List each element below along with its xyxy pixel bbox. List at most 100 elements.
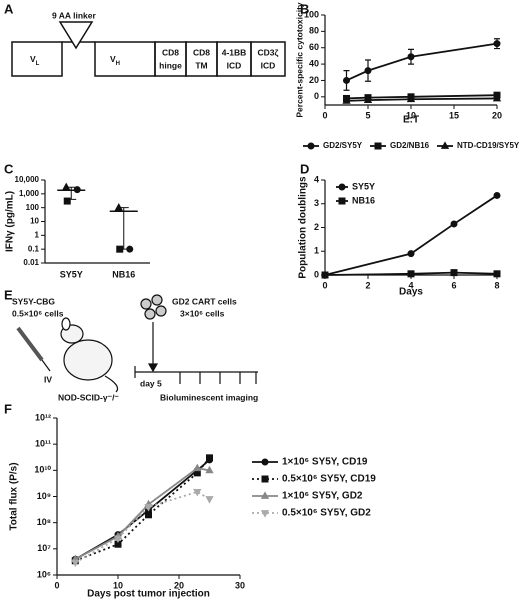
marker xyxy=(343,76,350,84)
marker xyxy=(261,458,269,466)
domain-label: ICD xyxy=(227,60,242,70)
marker xyxy=(126,245,134,253)
marker xyxy=(440,141,450,149)
y-tick-label: 100 xyxy=(26,203,40,212)
series-line xyxy=(74,457,211,562)
experiment-labels: SY5Y-CBG 0.5×10⁶ cells IV NOD-SCID-γ⁻/⁻ … xyxy=(12,296,258,402)
panel-labels: A B C D E F xyxy=(4,1,309,416)
marker xyxy=(493,40,501,48)
y-tick-label: 80 xyxy=(309,26,319,36)
marker xyxy=(144,504,153,512)
mouse-ear xyxy=(61,317,71,331)
chart: 0 20 40 60 80 100 0 5 10 15 20 E:T Percent-specific … xyxy=(294,2,520,150)
panel-label: D xyxy=(300,161,309,176)
x-tick-label: 2 xyxy=(365,280,370,290)
marker xyxy=(307,142,315,150)
marker xyxy=(145,511,152,519)
domain-label: CD8 xyxy=(162,47,179,57)
marker xyxy=(206,454,213,462)
x-tick-label: 6 xyxy=(451,280,456,290)
vl-sub: L xyxy=(36,61,40,67)
marker xyxy=(406,94,416,103)
chart: 10⁶ 10⁷ 10⁸ 10⁹ 10¹⁰ 10¹¹ 10¹² 0 10 20 30 Days post… xyxy=(9,412,377,599)
marker xyxy=(193,463,202,472)
chart: 0.01 0.1 1 10 100 1,000 10,000 IFNγ (pg/mL) SY5Y… xyxy=(5,175,150,279)
legend-label: 0.5×10⁶ SY5Y, CD19 xyxy=(282,474,376,485)
y-tick-label: 10,000 xyxy=(15,175,40,184)
marker xyxy=(407,270,415,278)
marker xyxy=(205,465,214,474)
series-line xyxy=(346,97,498,102)
y-tick-label: 10 xyxy=(30,217,39,226)
x-tick-label: 15 xyxy=(449,110,459,120)
marker xyxy=(363,95,373,103)
legend-label: GD2/SY5Y xyxy=(323,141,363,150)
marker xyxy=(338,197,346,205)
marker xyxy=(492,93,502,102)
vh-box xyxy=(94,41,156,77)
y-tick-label: 2 xyxy=(314,222,319,232)
tumor-label: SY5Y-CBG xyxy=(12,296,55,306)
x-tick-label: 20 xyxy=(492,110,502,120)
marker xyxy=(73,186,81,194)
y-tick-label: 1,000 xyxy=(19,189,40,198)
arrowhead xyxy=(147,363,159,373)
needle xyxy=(41,359,51,372)
legend-label: 0.5×10⁶ SY5Y, GD2 xyxy=(282,508,371,519)
marker xyxy=(114,203,123,211)
marker xyxy=(113,535,123,544)
x-tick-label: SY5Y xyxy=(60,269,83,279)
y-tick-label: 4 xyxy=(314,174,319,184)
domain-label: TM xyxy=(195,60,207,70)
x-tick-label: 0 xyxy=(54,580,59,590)
domain-label: 4-1BB xyxy=(222,47,247,57)
y-tick-label: 40 xyxy=(309,58,319,68)
x-tick-label: 10 xyxy=(113,580,123,590)
y-tick-label: 0.01 xyxy=(23,258,39,267)
x-axis-title: Days post tumor injection xyxy=(87,589,210,600)
mouse-tail xyxy=(104,375,119,393)
mouse-label: NOD-SCID-γ⁻/⁻ xyxy=(58,392,119,402)
marker xyxy=(407,53,415,61)
marker xyxy=(493,270,501,278)
cart-label: 3×10⁶ cells xyxy=(180,308,225,318)
marker xyxy=(450,220,458,228)
x-tick-label: NB16 xyxy=(112,269,135,279)
marker xyxy=(260,491,270,499)
y-axis-title: Total flux (P/s) xyxy=(9,462,20,530)
y-tick-label: 10⁸ xyxy=(37,517,51,527)
construct-labels: 9 AA linker VL VH CD8 hinge CD8 TM 4-1BB… xyxy=(30,10,279,70)
y-tick-label: 10¹⁰ xyxy=(34,465,51,475)
marker xyxy=(205,496,214,504)
y-axis-title: Population doublings xyxy=(298,176,309,279)
x-tick-label: 20 xyxy=(174,580,184,590)
marker xyxy=(374,142,382,150)
panel-label: E xyxy=(4,287,13,302)
series-line xyxy=(324,271,498,276)
y-tick-label: 10⁶ xyxy=(37,569,51,579)
domain-label: CD8 xyxy=(193,47,210,57)
mouse-body xyxy=(63,339,113,381)
marker xyxy=(493,191,501,199)
series-line xyxy=(346,42,498,82)
cell xyxy=(151,294,163,306)
vh-main: V xyxy=(110,54,116,64)
experiment-diagram xyxy=(16,294,258,393)
cell xyxy=(144,308,156,320)
legend-label: SY5Y xyxy=(352,181,375,191)
tumor-label: 0.5×10⁶ cells xyxy=(12,308,64,318)
legend-label: 1×10⁶ SY5Y, CD19 xyxy=(282,457,368,468)
marker xyxy=(321,271,329,279)
x-tick-label: 5 xyxy=(365,110,370,120)
range-bar xyxy=(118,207,129,250)
vh-label: VH xyxy=(110,54,120,66)
panel-label: C xyxy=(4,161,14,176)
y-tick-label: 0.1 xyxy=(28,244,40,253)
y-axis-title: Percent-specific cytotoxicity xyxy=(294,2,304,118)
series-line xyxy=(324,194,498,276)
route-label: IV xyxy=(44,374,52,384)
panel-label: A xyxy=(4,1,14,16)
legend-label: GD2/NB16 xyxy=(390,141,430,150)
x-axis-title: E:T xyxy=(403,115,419,126)
marker xyxy=(116,245,124,253)
